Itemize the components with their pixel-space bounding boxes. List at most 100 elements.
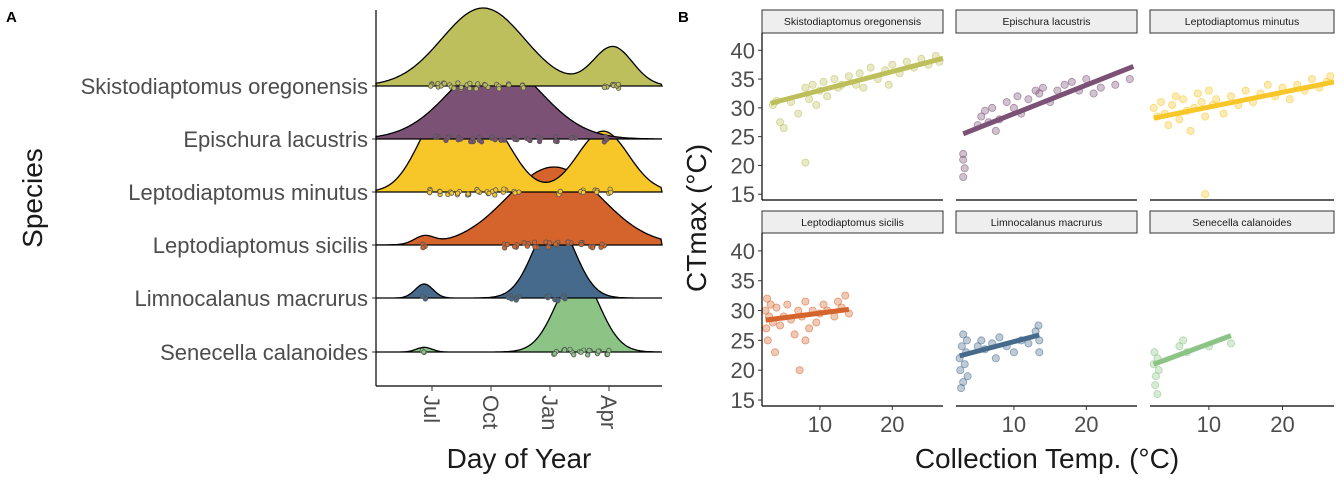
sample-point: [580, 189, 587, 195]
data-point: [957, 342, 966, 351]
sample-point: [536, 138, 543, 145]
sample-point: [441, 81, 447, 87]
sample-point: [445, 135, 451, 141]
sample-point: [512, 190, 518, 196]
sample-point: [606, 347, 612, 353]
density-ridge: [376, 219, 662, 299]
sample-point: [467, 80, 473, 87]
regression-line: [770, 55, 944, 106]
data-point: [1157, 98, 1166, 107]
x-tick-label: Apr: [596, 395, 621, 429]
data-point: [1089, 89, 1098, 98]
sample-point: [475, 81, 481, 87]
data-point: [1212, 95, 1221, 104]
sample-point: [506, 82, 512, 88]
data-point: [779, 124, 788, 133]
sample-point: [493, 187, 499, 193]
scatter-x-axis-title: Collection Temp. (°C): [915, 443, 1179, 474]
sample-point: [615, 81, 622, 87]
data-point: [963, 372, 972, 381]
data-point: [808, 80, 817, 89]
data-point: [959, 378, 968, 387]
y-tick-label: 35: [731, 67, 755, 92]
y-tick-label: 30: [731, 299, 755, 324]
sample-point: [432, 133, 438, 139]
data-point: [812, 101, 821, 110]
sample-point: [512, 244, 518, 250]
x-tick-label: 10: [1002, 412, 1026, 437]
y-tick-label: 35: [731, 269, 755, 294]
facet: Limnocalanus macrurus 10 20: [955, 210, 1138, 437]
data-point: [1009, 348, 1018, 357]
ridgeline-y-axis-title: Species: [17, 148, 48, 248]
facet: Leptodiaptomus minutus: [1149, 9, 1335, 201]
y-tick-label: 20: [731, 358, 755, 383]
data-point: [844, 72, 853, 81]
sample-point: [589, 245, 596, 251]
data-point: [1038, 83, 1047, 92]
sample-point: [552, 133, 559, 140]
sample-point: [557, 188, 563, 194]
y-tick-label: 25: [731, 125, 755, 150]
data-point: [830, 75, 839, 84]
y-tick-label: 40: [731, 239, 755, 264]
sample-point: [449, 190, 455, 196]
data-point: [801, 158, 810, 167]
sample-point: [470, 135, 476, 142]
sample-point: [535, 134, 541, 140]
data-point: [991, 126, 1000, 135]
data-point: [834, 297, 843, 306]
data-point: [991, 354, 1000, 363]
data-point: [956, 366, 965, 375]
data-point: [1067, 77, 1076, 86]
y-tick-label: 20: [731, 153, 755, 178]
data-point: [866, 63, 875, 72]
data-point: [819, 300, 828, 309]
data-point: [977, 112, 986, 121]
sample-point: [608, 189, 614, 195]
y-tick-label: 40: [731, 38, 755, 63]
species-tick-label: Leptodiaptomus minutus: [128, 180, 368, 205]
data-point: [1219, 109, 1228, 118]
sample-point: [547, 240, 553, 246]
data-point: [1186, 126, 1195, 135]
species-tick-label: Limnocalanus macrurus: [134, 286, 368, 311]
data-point: [763, 294, 772, 303]
data-point: [1227, 92, 1236, 101]
data-point: [1175, 342, 1184, 351]
sample-point: [512, 136, 518, 142]
data-point: [960, 164, 969, 173]
sample-point: [475, 188, 481, 194]
facet: Epischura lacustris: [955, 9, 1138, 201]
sample-point: [567, 346, 573, 352]
data-point: [1285, 95, 1294, 104]
ridgeline-x-axis-title: Day of Year: [447, 443, 592, 474]
sample-point: [482, 82, 488, 88]
regression-line: [1153, 79, 1335, 121]
data-point: [795, 366, 804, 375]
sample-point: [568, 135, 575, 141]
sample-point: [465, 191, 471, 197]
species-tick-label: Epischura lacustris: [183, 127, 368, 152]
density-ridge: [375, 7, 664, 87]
sample-point: [473, 86, 479, 92]
x-tick-label: 20: [1270, 412, 1294, 437]
data-point: [960, 360, 969, 369]
facet-strip: [955, 9, 1138, 34]
data-point: [776, 118, 785, 127]
sample-point: [458, 84, 464, 91]
data-point: [1149, 103, 1158, 112]
sample-point: [524, 243, 531, 249]
facet-strip: [955, 210, 1138, 234]
x-tick-label: 10: [808, 412, 832, 437]
data-point: [1154, 366, 1163, 375]
sample-point: [585, 352, 591, 358]
sample-point: [552, 351, 558, 357]
facet: Leptodiaptomus sicilis 15 20 25 30 35 40 10 20: [731, 210, 944, 437]
data-point: [1002, 98, 1011, 107]
data-point: [959, 172, 968, 181]
sample-point: [560, 294, 566, 300]
data-point: [1035, 348, 1044, 357]
x-tick-label: 20: [1074, 412, 1098, 437]
